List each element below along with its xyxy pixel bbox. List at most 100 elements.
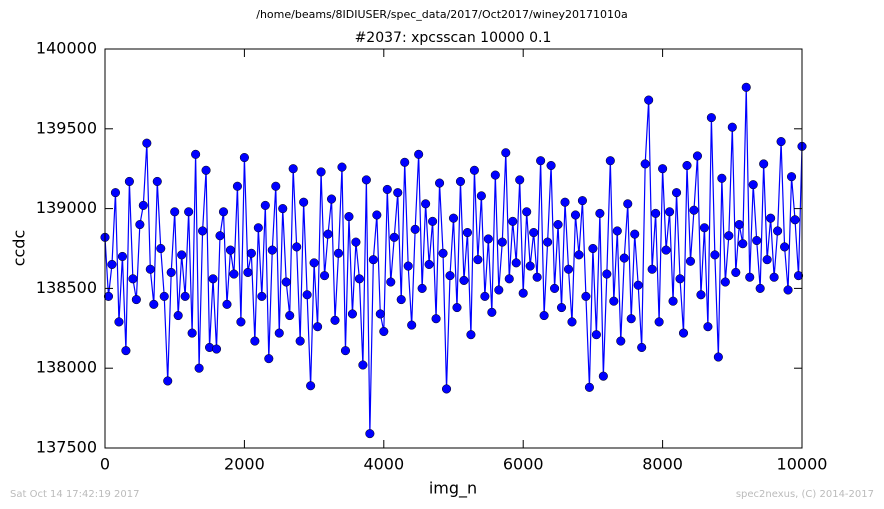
data-point <box>403 261 413 271</box>
data-point <box>177 250 187 260</box>
data-point <box>616 336 626 346</box>
y-axis-label: ccdc <box>10 230 29 267</box>
data-point <box>752 235 762 246</box>
data-point <box>741 82 751 92</box>
data-point <box>232 181 242 191</box>
data-point <box>671 188 682 198</box>
data-point <box>103 291 114 301</box>
data-point <box>720 277 730 287</box>
data-point <box>441 384 452 394</box>
data-point <box>431 314 441 324</box>
data-point <box>271 181 281 191</box>
data-point <box>658 164 668 174</box>
y-tick-label: 138000 <box>36 358 97 377</box>
data-point <box>706 113 716 123</box>
data-point <box>745 272 755 282</box>
data-point <box>260 200 270 210</box>
data-point <box>525 261 535 271</box>
plot-area <box>100 82 807 439</box>
data-point <box>647 264 657 274</box>
data-point <box>218 207 229 217</box>
data-point <box>410 224 420 234</box>
data-point <box>532 272 542 282</box>
data-point <box>574 250 584 260</box>
data-point <box>421 199 431 209</box>
data-point <box>295 336 305 346</box>
data-point <box>152 176 162 187</box>
footer-left: Sat Oct 14 17:42:19 2017 <box>10 489 140 500</box>
data-point <box>766 213 776 223</box>
data-point <box>187 328 197 338</box>
data-point <box>696 290 706 300</box>
x-axis-label: img_n <box>429 479 477 499</box>
data-point <box>452 303 462 313</box>
data-point <box>184 207 194 217</box>
data-point <box>623 199 633 209</box>
data-point <box>619 253 629 263</box>
data-point <box>396 295 406 305</box>
data-point <box>769 272 779 282</box>
data-point <box>257 291 267 301</box>
data-point <box>149 299 159 309</box>
data-point <box>511 258 521 268</box>
data-point <box>128 274 138 284</box>
data-point <box>773 226 783 236</box>
data-point <box>351 237 361 247</box>
data-point <box>665 207 675 217</box>
data-point <box>372 210 382 220</box>
data-point <box>407 320 417 330</box>
data-point <box>602 269 612 279</box>
data-point <box>501 148 511 158</box>
data-point <box>445 271 455 281</box>
y-tick-label: 138500 <box>36 278 97 297</box>
data-point <box>731 267 741 277</box>
data-point <box>306 381 316 391</box>
data-point <box>239 152 249 163</box>
data-point <box>361 175 371 185</box>
suptitle: /home/beams/8IDIUSER/spec_data/2017/Oct2… <box>256 8 628 21</box>
data-point <box>717 173 727 183</box>
data-point <box>577 196 587 206</box>
data-point <box>588 243 598 254</box>
data-point <box>428 216 438 226</box>
data-point <box>793 271 804 281</box>
data-point <box>316 167 326 177</box>
data-point <box>497 237 507 247</box>
data-point <box>358 360 368 370</box>
data-point <box>640 159 650 169</box>
data-point <box>337 162 347 172</box>
data-point <box>546 160 556 171</box>
data-point <box>417 283 427 293</box>
data-point <box>483 234 493 244</box>
data-point <box>790 215 800 225</box>
data-point <box>114 317 124 327</box>
data-point <box>480 291 490 301</box>
data-point <box>675 274 685 284</box>
data-point <box>365 429 375 439</box>
data-point <box>292 242 302 252</box>
y-tick-label: 139000 <box>36 198 97 217</box>
chart-title: #2037: xpcsscan 10000 0.1 <box>355 30 552 46</box>
data-point <box>626 314 636 324</box>
data-point <box>609 296 619 306</box>
data-point <box>682 160 692 171</box>
data-point <box>536 156 546 166</box>
data-point <box>612 226 622 236</box>
data-point <box>299 197 309 207</box>
data-point <box>243 267 253 277</box>
data-point <box>630 229 640 239</box>
data-point <box>633 280 643 290</box>
data-point <box>382 184 392 194</box>
data-point <box>253 223 263 233</box>
data-point <box>288 164 298 174</box>
data-point <box>490 170 500 180</box>
data-point <box>755 283 765 293</box>
data-point <box>668 296 678 306</box>
data-point <box>180 291 190 301</box>
data-point <box>678 328 689 338</box>
data-point <box>762 255 772 265</box>
data-point <box>340 346 351 356</box>
data-point <box>469 165 479 175</box>
data-point <box>173 310 183 321</box>
